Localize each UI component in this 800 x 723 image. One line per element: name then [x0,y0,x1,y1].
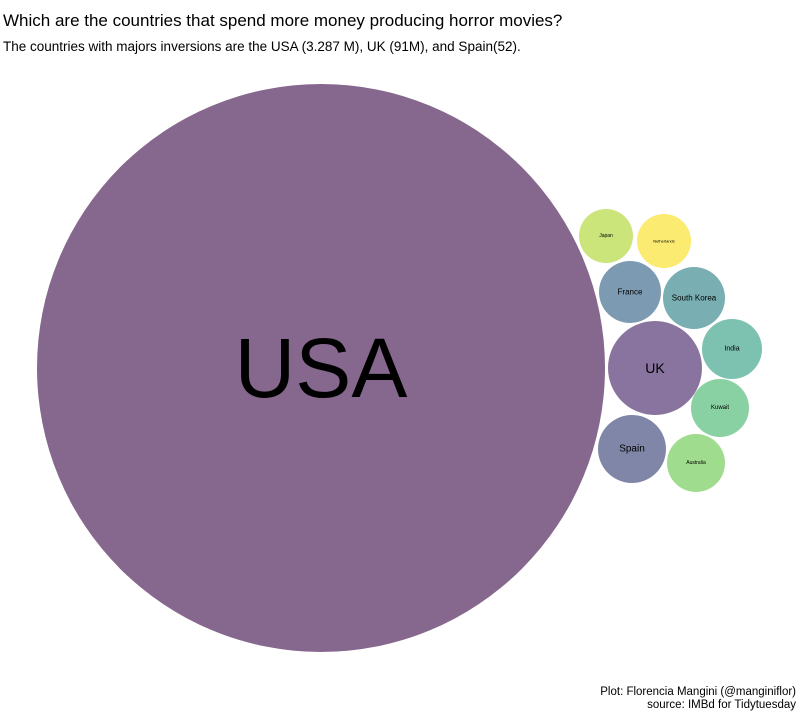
bubble-label-france: France [618,288,643,297]
caption-author: Plot: Florencia Mangini (@manginiflor) [600,686,796,698]
bubble-label-usa: USA [235,321,408,415]
bubble-label-netherlands: Netherlands [653,239,675,244]
bubble-label-south-korea: South Korea [672,294,717,303]
bubble-label-japan: Japan [599,233,613,239]
caption-source: source: IMBd for Tidytuesday [647,699,796,711]
bubble-uk [608,321,702,415]
bubble-australia [667,434,725,492]
bubble-label-uk: UK [645,360,665,376]
bubble-japan [579,209,633,263]
bubbles-group: USA UK Spain France South Korea India Kuwait Au… [37,84,762,652]
bubble-label-australia: Australia [686,460,706,466]
bubble-usa [37,84,605,652]
bubble-south-korea [663,267,725,329]
caption: Plot: Florencia Mangini (@manginiflor) s… [600,686,796,712]
bubble-kuwait [691,379,749,437]
bubble-spain [598,415,666,483]
bubble-netherlands [637,214,691,268]
chart-subtitle: The countries with majors inversions are… [3,39,521,54]
bubble-label-spain: Spain [619,444,645,455]
bubble-india [702,319,762,379]
bubble-label-india: India [724,346,739,353]
bubble-france [599,261,661,323]
chart-title: Which are the countries that spend more … [3,11,563,30]
bubble-label-kuwait: Kuwait [711,405,729,411]
